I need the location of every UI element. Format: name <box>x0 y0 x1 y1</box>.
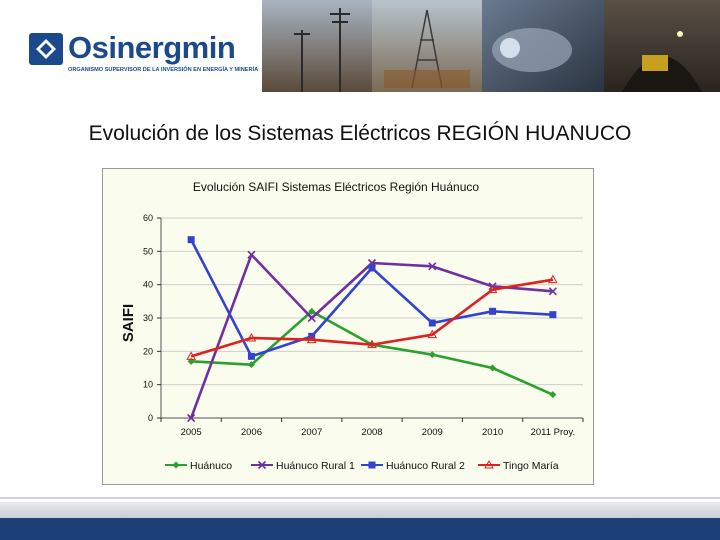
legend-item: Huánuco Rural 2 <box>361 460 465 472</box>
data-point <box>428 319 436 327</box>
series-group <box>186 236 558 423</box>
footer-band-dark <box>0 518 720 540</box>
y-tick-label: 20 <box>143 346 153 356</box>
header: Osinergmin ORGANISMO SUPERVISOR DE LA IN… <box>0 0 720 92</box>
data-point <box>549 311 557 319</box>
legend-label: Huánuco Rural 2 <box>386 460 465 472</box>
y-tick-label: 0 <box>148 413 153 423</box>
x-tick-label: 2010 <box>482 427 503 438</box>
x-tick-label: 2011 Proy. <box>531 427 576 438</box>
series-line <box>191 310 554 396</box>
series-3 <box>186 274 558 360</box>
y-tick-label: 40 <box>143 280 153 290</box>
y-tick-label: 60 <box>143 213 153 223</box>
data-point <box>489 364 497 372</box>
data-point <box>367 339 377 349</box>
data-point <box>368 264 376 272</box>
data-point <box>187 413 196 423</box>
x-tick-label: 2008 <box>361 427 382 438</box>
footer-divider <box>0 497 720 499</box>
x-tick-label: 2009 <box>422 427 443 438</box>
legend-label: Huánuco Rural 1 <box>276 460 355 472</box>
data-point <box>247 361 255 369</box>
data-point <box>247 352 255 360</box>
chart-panel: Evolución SAIFI Sistemas Eléctricos Regi… <box>102 168 594 485</box>
data-point <box>246 332 257 342</box>
y-tick-label: 30 <box>143 313 153 323</box>
data-point <box>487 284 498 294</box>
x-tick-label: 2005 <box>181 427 202 438</box>
y-tick-label: 50 <box>143 246 153 256</box>
data-point <box>428 351 436 359</box>
footer-band-light <box>0 502 720 518</box>
legend-item: Huánuco Rural 1 <box>251 460 355 472</box>
data-point <box>549 391 557 399</box>
y-tick-label: 10 <box>143 380 153 390</box>
y-ticks: 0 10 20 30 40 50 60 <box>143 213 161 423</box>
data-point <box>187 236 195 244</box>
legend: Huánuco Huánuco Rural 1 Huánuco Rural 2 Tin… <box>165 459 559 472</box>
data-point <box>187 357 195 365</box>
data-point <box>428 262 437 271</box>
legend-item: Huánuco <box>165 460 232 472</box>
data-point <box>548 287 557 296</box>
gridlines <box>161 217 583 419</box>
data-point <box>308 307 316 315</box>
data-point <box>307 313 316 323</box>
legend-swatch-marker <box>257 460 267 470</box>
slide-title: Evolución de los Sistemas Eléctricos REG… <box>88 122 632 145</box>
y-axis-label: SAIFI <box>120 304 137 342</box>
series-1 <box>187 250 557 423</box>
data-point <box>489 307 497 315</box>
logo-name: Osinergmin <box>68 30 236 65</box>
data-point <box>186 351 197 360</box>
data-point <box>547 274 558 284</box>
series-line <box>189 253 553 419</box>
x-tick-label: 2007 <box>301 427 322 438</box>
data-point <box>427 329 438 339</box>
logo-tagline: ORGANISMO SUPERVISOR DE LA INVERSIÓN EN … <box>68 67 259 73</box>
saifi-line-chart: Evolución SAIFI Sistemas Eléctricos Regi… <box>120 180 584 472</box>
chart-title: Evolución SAIFI Sistemas Eléctricos Regi… <box>193 180 479 194</box>
legend-item: Tingo María <box>478 459 559 472</box>
x-tick-label: 2006 <box>241 427 262 438</box>
osinergmin-logo: Osinergmin ORGANISMO SUPERVISOR DE LA IN… <box>28 30 258 80</box>
data-point <box>247 250 256 259</box>
legend-swatch-marker <box>484 459 494 469</box>
x-ticks: 2005 2006 2007 2008 2009 2010 2011 Proy. <box>160 418 584 438</box>
series-line <box>190 278 554 358</box>
logo-emblem-icon <box>29 33 63 65</box>
header-photo-strip <box>262 0 720 92</box>
legend-label: Huánuco <box>190 460 232 472</box>
data-point <box>306 334 317 344</box>
photo-power-lines <box>262 0 372 92</box>
legend-swatch-marker <box>172 461 180 469</box>
legend-swatch-marker <box>368 461 376 469</box>
legend-label: Tingo María <box>503 460 559 472</box>
